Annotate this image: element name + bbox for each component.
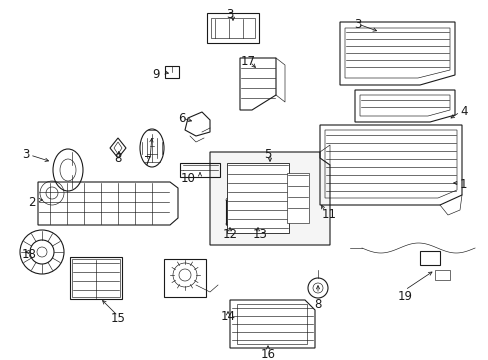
Text: 14: 14	[220, 310, 235, 323]
Bar	[163, 259, 205, 297]
Bar	[419, 251, 439, 265]
Bar	[210, 18, 254, 38]
Bar	[164, 66, 179, 78]
Polygon shape	[209, 152, 329, 245]
Text: 16: 16	[260, 348, 275, 360]
Text: 10: 10	[180, 172, 195, 185]
Text: 5: 5	[264, 148, 271, 161]
Text: 1: 1	[459, 178, 467, 191]
Bar	[237, 304, 306, 344]
Bar	[286, 173, 308, 223]
Text: 13: 13	[252, 228, 267, 241]
Bar	[434, 270, 448, 280]
Text: 6: 6	[178, 112, 185, 125]
Text: 8: 8	[114, 152, 122, 165]
Text: 12: 12	[222, 228, 237, 241]
Text: 7: 7	[144, 155, 151, 168]
Bar	[180, 163, 220, 177]
Text: 8: 8	[314, 298, 321, 311]
Text: 9: 9	[152, 68, 160, 81]
Text: 3: 3	[22, 148, 29, 161]
Bar	[225, 200, 234, 224]
Bar	[226, 163, 288, 233]
Text: 15: 15	[110, 312, 125, 325]
Text: 4: 4	[459, 105, 467, 118]
Text: 17: 17	[240, 55, 255, 68]
Text: 18: 18	[22, 248, 37, 261]
Text: 2: 2	[28, 196, 36, 209]
Text: 11: 11	[321, 208, 336, 221]
Bar	[253, 200, 262, 224]
Text: 19: 19	[397, 290, 412, 303]
Bar	[206, 13, 259, 43]
Bar	[72, 259, 120, 297]
Text: 3: 3	[354, 18, 361, 31]
Bar	[70, 257, 122, 299]
Text: 3: 3	[226, 8, 233, 21]
